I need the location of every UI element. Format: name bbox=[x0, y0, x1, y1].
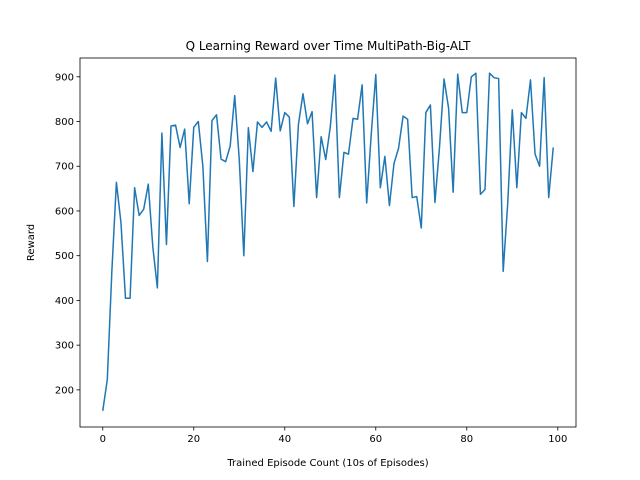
chart-title: Q Learning Reward over Time MultiPath-Bi… bbox=[186, 39, 472, 53]
x-axis: 0 20 40 60 80 100 bbox=[100, 427, 567, 445]
y-tick-label: 500 bbox=[55, 251, 74, 262]
y-tick-label: 200 bbox=[55, 385, 74, 396]
y-tick-label: 900 bbox=[55, 72, 74, 83]
x-tick-label: 0 bbox=[100, 434, 106, 445]
plot-frame bbox=[79, 57, 577, 428]
series-line bbox=[102, 72, 554, 412]
y-axis: 200 300 400 500 600 700 800 900 bbox=[55, 72, 80, 396]
y-tick-label: 600 bbox=[55, 206, 74, 217]
y-tick-label: 400 bbox=[55, 296, 74, 307]
x-tick-label: 100 bbox=[548, 434, 567, 445]
y-tick-label: 800 bbox=[55, 117, 74, 128]
x-tick-label: 80 bbox=[460, 434, 473, 445]
x-axis-label: Trained Episode Count (10s of Episodes) bbox=[226, 458, 428, 469]
y-axis-label: Reward bbox=[26, 224, 37, 261]
x-tick-label: 60 bbox=[369, 434, 382, 445]
y-tick-label: 300 bbox=[55, 341, 74, 352]
plot-series bbox=[102, 72, 554, 412]
y-tick-label: 700 bbox=[55, 162, 74, 173]
x-tick-label: 40 bbox=[278, 434, 291, 445]
x-tick-label: 20 bbox=[187, 434, 200, 445]
